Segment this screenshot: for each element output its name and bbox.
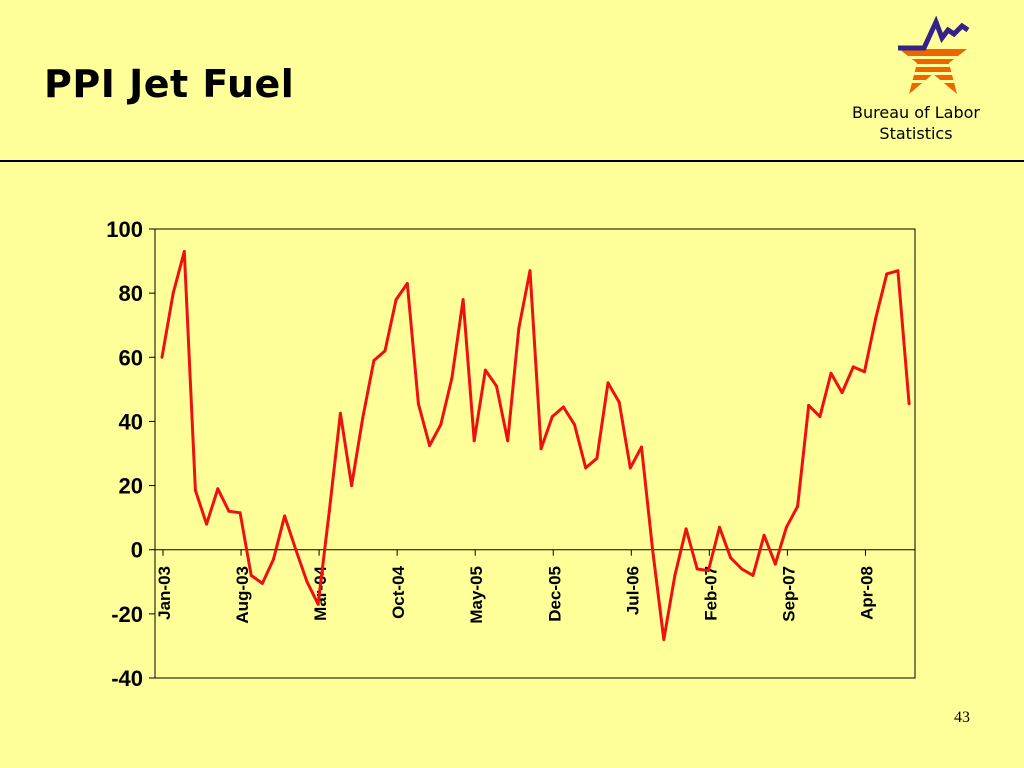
data-point [784,525,788,529]
y-tick-label: 20 [119,474,143,499]
data-point [718,525,721,529]
data-point [651,548,655,552]
slide-number: 43 [954,709,970,726]
x-tick-label: Feb-07 [701,566,720,621]
x-tick-label: May-05 [467,566,486,624]
org-line-1: Bureau of Labor [852,103,980,122]
data-point [807,403,811,407]
data-point [238,511,242,515]
x-tick-label: Jul-06 [623,566,642,615]
data-point [762,533,766,537]
data-point [193,488,197,492]
data-point [584,466,588,470]
data-point [606,381,610,385]
data-point [171,291,175,295]
data-point [617,400,621,404]
data-point [249,573,253,577]
data-point [338,411,342,415]
data-point [640,445,643,449]
header-divider [0,160,1024,162]
data-point [283,514,287,518]
data-point [294,548,298,552]
data-point [405,282,409,285]
x-tick-label: Oct-04 [389,565,408,618]
data-point [662,638,666,641]
data-point [885,272,889,276]
y-tick-label: -40 [111,666,143,691]
data-point [472,439,476,443]
x-tick-label: Sep-07 [779,566,798,622]
data-point [673,573,677,577]
data-point [628,466,632,470]
organization-name: Bureau of Labor Statistics [846,102,986,144]
data-point [796,504,800,508]
data-point [450,376,454,380]
data-point [506,439,510,443]
y-tick-label: 100 [106,217,143,242]
data-point [416,402,420,406]
data-point [840,391,844,395]
data-point [361,416,365,420]
data-point [495,384,498,388]
data-point [595,456,599,460]
y-tick-label: 0 [131,538,143,563]
y-tick-label: -20 [111,602,143,627]
data-point [706,569,710,573]
x-tick-label: Aug-03 [233,566,252,624]
y-tick-label: 80 [119,281,143,306]
data-point [729,556,733,560]
data-point [383,349,387,353]
x-tick-label: Apr-08 [857,566,876,620]
data-point [483,368,487,372]
data-point [350,484,354,488]
data-point [550,415,554,419]
data-point [573,423,576,427]
data-point [182,250,186,253]
data-point [227,509,231,513]
data-point [517,326,521,330]
x-tick-label: Dec-05 [545,566,564,622]
y-tick-label: 60 [119,345,143,370]
data-point [561,405,565,409]
data-point [773,562,777,566]
data-point [829,371,833,375]
data-point [539,447,543,451]
bls-star-logo-icon [898,16,970,94]
x-tick-label: Jan-03 [155,566,174,620]
data-point [160,355,164,359]
data-point [874,317,878,321]
data-point [851,365,855,369]
data-point [907,402,911,406]
y-tick-label: 40 [119,409,143,434]
data-point [216,487,220,491]
data-point [896,269,900,273]
data-point [205,522,209,526]
data-point [439,423,443,427]
data-point [684,527,688,531]
data-point [428,444,432,447]
data-point [818,415,822,419]
data-point [272,557,275,561]
data-point [461,298,465,302]
data-point [305,580,309,584]
data-point [751,573,755,577]
data-point [260,581,264,585]
data-point [863,370,866,374]
plot-area-frame [154,228,916,679]
data-point [695,567,699,571]
data-point [394,298,398,302]
org-line-2: Statistics [879,124,953,143]
data-point [528,269,532,273]
data-point [372,359,376,362]
series-line-ppi-jet-fuel [160,250,911,641]
slide-title: PPI Jet Fuel [44,62,295,106]
data-point [327,509,331,513]
data-point [316,602,320,606]
data-point [740,567,744,571]
